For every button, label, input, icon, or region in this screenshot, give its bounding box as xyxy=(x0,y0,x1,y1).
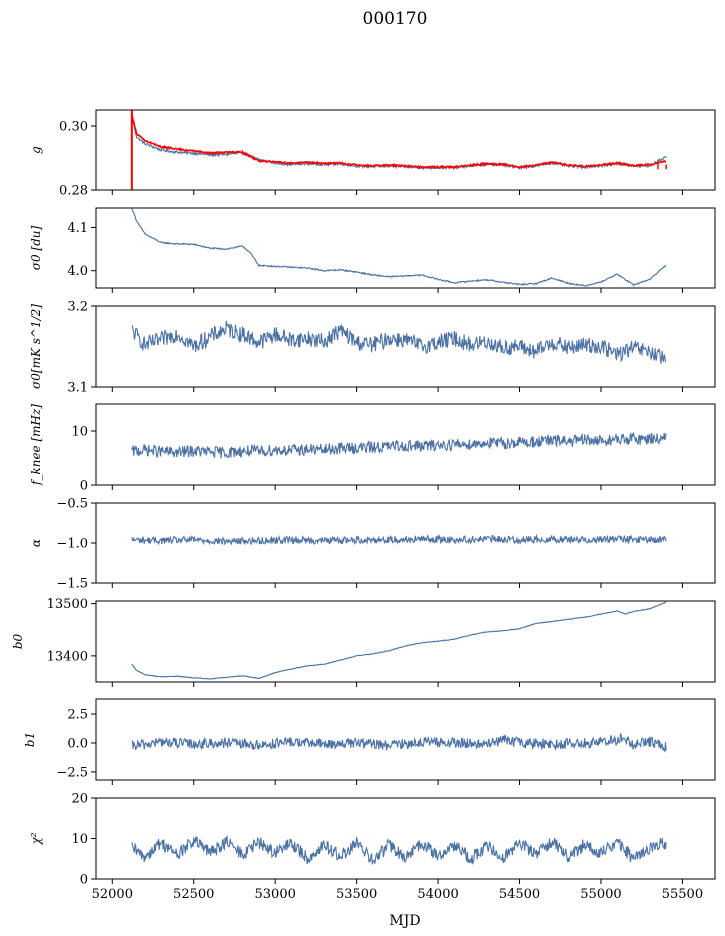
panel-5: −1.5 −1.0 −0.5 α xyxy=(29,497,716,592)
axes-frame xyxy=(95,600,716,683)
panels: 0.28 0.30 g 4.0 4.1 σ0 [du] 3.1 3.2 σ0[mK s^1/2]… xyxy=(11,109,716,902)
panel-7: −2.5 0.0 2.5 b1 xyxy=(23,698,716,785)
y-axis-label: σ0 [du] xyxy=(29,225,43,270)
panel-3: 3.1 3.2 σ0[mK s^1/2] xyxy=(29,300,716,396)
y-tick-label: 4.1 xyxy=(67,221,88,236)
y-tick-label: 3.1 xyxy=(67,381,88,396)
axes-frame xyxy=(95,698,716,781)
y-axis-label: α xyxy=(29,539,43,547)
series-line xyxy=(131,320,667,364)
y-tick-label: 13400 xyxy=(47,649,88,664)
axes-frame xyxy=(95,502,716,584)
x-tick-label: 52000 xyxy=(92,887,133,902)
y-axis-label: b0 xyxy=(11,633,25,649)
x-axis-label: MJD xyxy=(389,913,420,929)
y-tick-label: 10 xyxy=(71,832,88,847)
y-tick-label: 20 xyxy=(71,792,88,807)
figure-title: 000170 xyxy=(363,9,428,29)
y-tick-label: 13500 xyxy=(47,597,88,612)
x-tick-label: 53000 xyxy=(255,887,296,902)
y-axis-label: σ0[mK s^1/2] xyxy=(29,304,43,389)
axes-frame xyxy=(95,305,716,388)
series-line-overlay xyxy=(131,114,667,170)
y-tick-label: −1.5 xyxy=(56,577,88,592)
y-tick-label: 3.2 xyxy=(67,300,88,315)
axes-frame xyxy=(95,403,716,486)
series-line xyxy=(131,834,667,865)
series-line xyxy=(131,533,667,546)
series-line xyxy=(131,431,667,459)
x-tick-label: 54500 xyxy=(499,887,540,902)
y-tick-label: 0.30 xyxy=(59,120,88,135)
x-tick-label: 54000 xyxy=(417,887,458,902)
y-tick-label: −2.5 xyxy=(56,765,88,780)
panel-1: 0.28 0.30 g xyxy=(29,109,716,199)
y-tick-label: 0 xyxy=(80,873,88,888)
series-line xyxy=(131,601,667,680)
y-axis-label: b1 xyxy=(23,732,37,747)
y-axis-label: f_knee [mHz] xyxy=(29,404,43,486)
y-tick-label: −0.5 xyxy=(56,497,88,512)
axes-frame xyxy=(95,109,716,191)
x-tick-label: 55500 xyxy=(662,887,703,902)
panel-2: 4.0 4.1 σ0 [du] xyxy=(29,207,716,293)
y-axis-label: g xyxy=(29,146,43,154)
x-tick-label: 53500 xyxy=(336,887,377,902)
y-tick-label: 2.5 xyxy=(67,708,88,723)
panel-4: 0 10 f_knee [mHz] xyxy=(29,403,716,494)
series-line xyxy=(131,208,667,287)
y-tick-label: 0.28 xyxy=(59,184,88,199)
x-tick-label: 55000 xyxy=(580,887,621,902)
axes-frame xyxy=(95,797,716,880)
y-tick-label: 0.0 xyxy=(67,736,88,751)
y-tick-label: 0 xyxy=(80,479,88,494)
panel-6: 13400 13500 b0 xyxy=(11,597,716,687)
x-tick-label: 52500 xyxy=(173,887,214,902)
y-tick-label: −1.0 xyxy=(56,537,88,552)
panel-8: 0 10 20 52000 52500 53000 53500 54000 54500 55000… xyxy=(29,792,716,902)
y-tick-label: 10 xyxy=(71,425,88,440)
series-line xyxy=(131,732,667,753)
axes-frame xyxy=(95,207,716,289)
series-line xyxy=(131,115,667,171)
y-axis-label: χ² xyxy=(29,832,43,845)
y-tick-label: 4.0 xyxy=(67,264,88,279)
